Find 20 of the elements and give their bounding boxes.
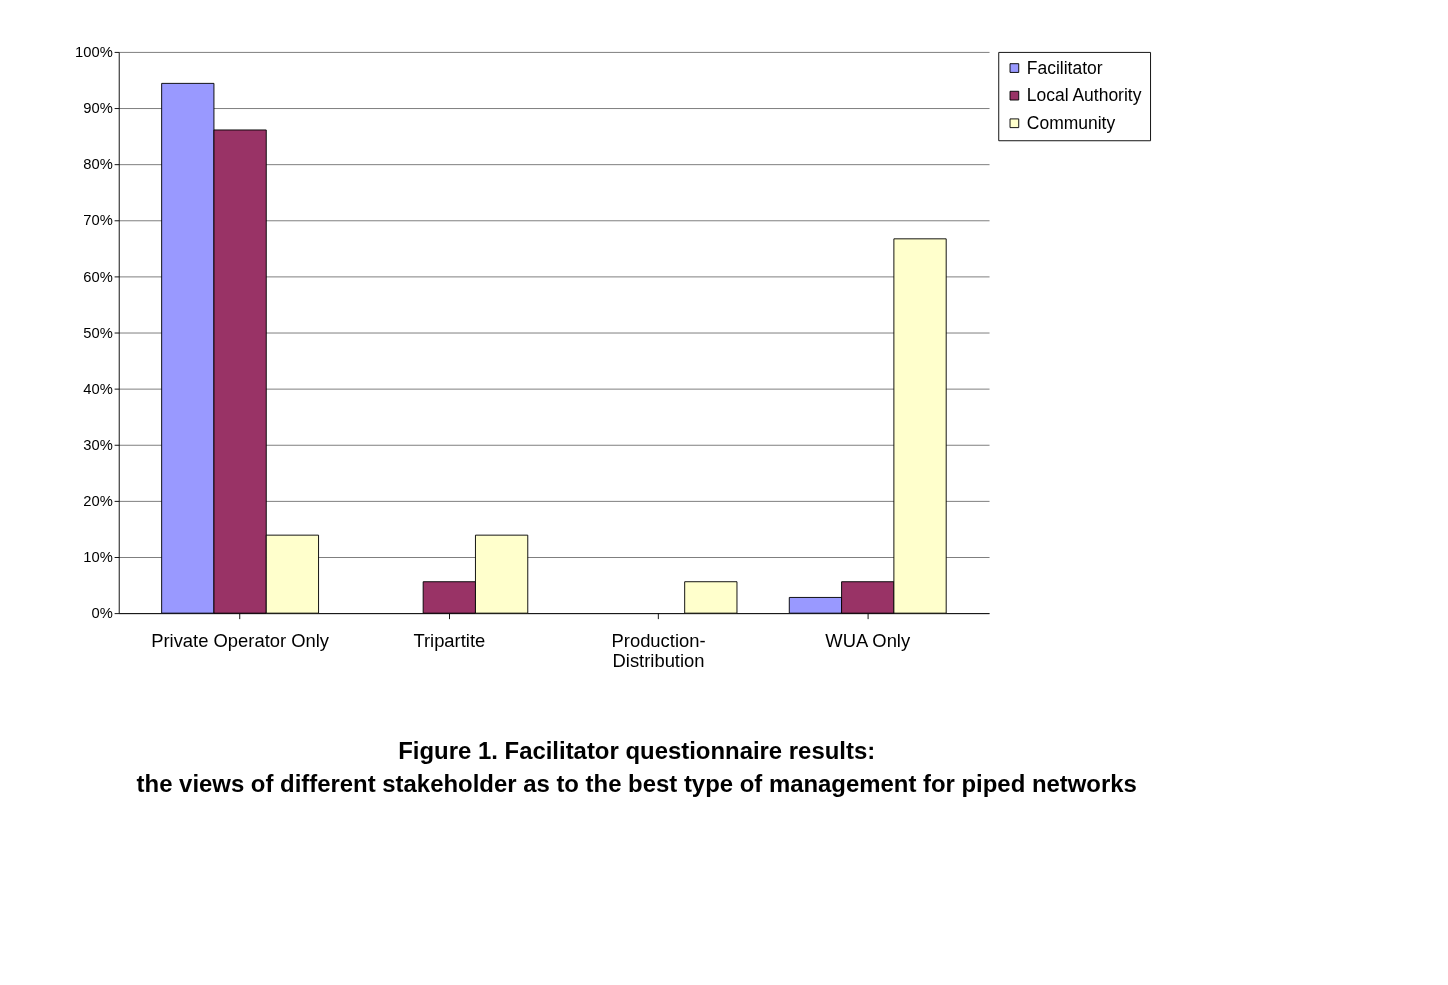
text: Figure 1. Facilitator questionnaire results:: [398, 736, 876, 764]
y-tick-label: 0%: [91, 605, 113, 622]
y-tick-label: 20%: [83, 492, 113, 509]
y-tick-label: 70%: [83, 212, 113, 229]
y-tick-label: 90%: [83, 100, 113, 117]
x-tick-label: Production-Distribution: [611, 629, 706, 671]
text: the views of different stakeholder as to the best type of management for piped networks: [136, 769, 1137, 797]
y-tick-label: 80%: [83, 156, 113, 173]
legend-label: Local Authority: [1026, 85, 1142, 106]
y-tick-label: 10%: [83, 549, 113, 566]
x-tick-label: WUA Only: [825, 629, 911, 651]
y-tick-label: 100%: [75, 44, 113, 61]
legend-label: Facilitator: [1026, 57, 1103, 78]
x-tick-label: Private Operator Only: [151, 629, 330, 651]
y-tick-label: 30%: [83, 436, 113, 453]
legend-label: Community: [1026, 112, 1116, 133]
x-tick-label: Tripartite: [413, 629, 486, 651]
y-tick-label: 60%: [83, 268, 113, 285]
y-tick-label: 50%: [83, 324, 113, 341]
y-tick-label: 40%: [83, 380, 113, 397]
